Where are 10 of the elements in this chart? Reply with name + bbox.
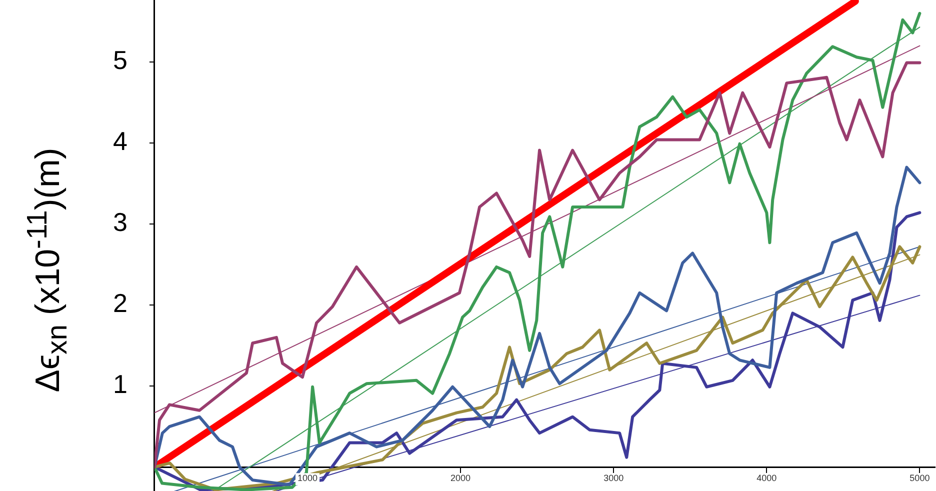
y-tick-label: 5	[112, 45, 128, 76]
y-tick-label: 4	[112, 126, 128, 156]
x-tick-label: 1000	[297, 473, 318, 484]
x-tick-label: 2000	[450, 473, 471, 484]
y-tick-label: 1	[112, 369, 128, 400]
y-tick-label: 3	[112, 207, 128, 238]
x-tick-label: 3000	[604, 473, 624, 484]
y-tick-label: 2	[112, 288, 128, 318]
x-tick-label: 5000	[910, 473, 930, 484]
x-tick-label: 4000	[756, 473, 777, 484]
